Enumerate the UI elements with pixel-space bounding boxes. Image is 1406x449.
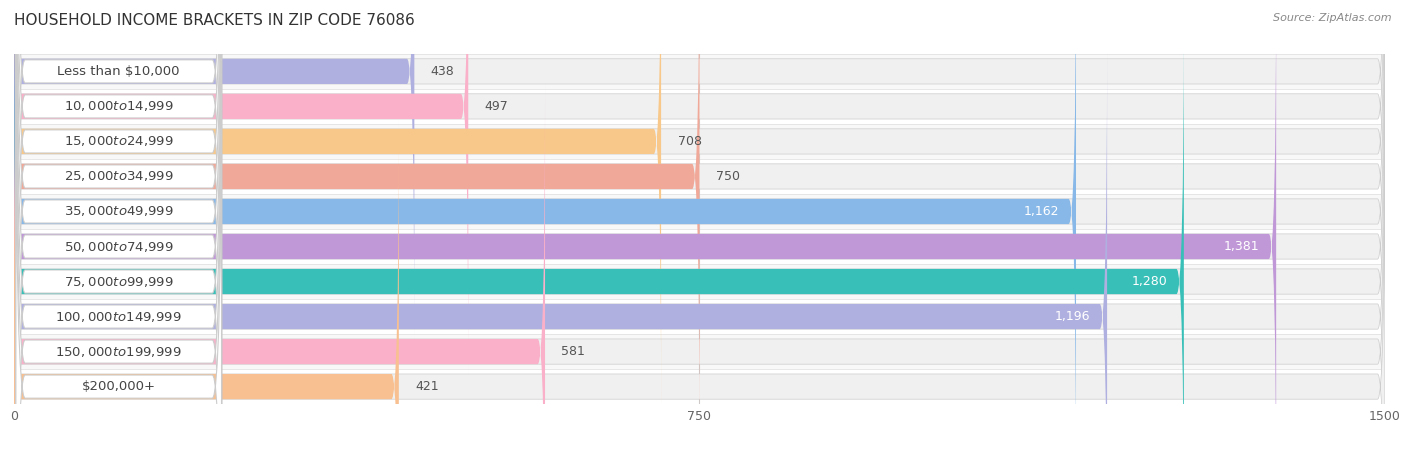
FancyBboxPatch shape (14, 0, 468, 374)
FancyBboxPatch shape (15, 0, 222, 449)
Bar (14, 369, 1385, 404)
Text: $150,000 to $199,999: $150,000 to $199,999 (55, 344, 181, 359)
FancyBboxPatch shape (14, 119, 399, 449)
Text: 1,196: 1,196 (1054, 310, 1091, 323)
Text: Source: ZipAtlas.com: Source: ZipAtlas.com (1274, 13, 1392, 23)
Bar (14, 159, 1385, 194)
Bar (14, 264, 1385, 299)
Text: $50,000 to $74,999: $50,000 to $74,999 (63, 239, 173, 254)
FancyBboxPatch shape (14, 0, 1385, 339)
Text: 750: 750 (716, 170, 740, 183)
FancyBboxPatch shape (14, 49, 1107, 449)
Text: 1,381: 1,381 (1225, 240, 1260, 253)
FancyBboxPatch shape (15, 13, 222, 449)
FancyBboxPatch shape (14, 14, 1184, 449)
FancyBboxPatch shape (14, 0, 1385, 449)
FancyBboxPatch shape (15, 0, 222, 449)
Text: $10,000 to $14,999: $10,000 to $14,999 (63, 99, 173, 114)
Text: $200,000+: $200,000+ (82, 380, 156, 393)
FancyBboxPatch shape (15, 0, 222, 449)
Text: Less than $10,000: Less than $10,000 (58, 65, 180, 78)
Text: 497: 497 (485, 100, 509, 113)
Text: 708: 708 (678, 135, 702, 148)
FancyBboxPatch shape (15, 48, 222, 449)
FancyBboxPatch shape (14, 0, 1385, 374)
FancyBboxPatch shape (14, 49, 1385, 449)
FancyBboxPatch shape (14, 0, 1385, 409)
Text: HOUSEHOLD INCOME BRACKETS IN ZIP CODE 76086: HOUSEHOLD INCOME BRACKETS IN ZIP CODE 76… (14, 13, 415, 28)
Text: 438: 438 (430, 65, 454, 78)
Text: 581: 581 (561, 345, 585, 358)
FancyBboxPatch shape (14, 0, 1385, 449)
FancyBboxPatch shape (14, 14, 1385, 449)
Text: 1,280: 1,280 (1132, 275, 1167, 288)
Text: $100,000 to $149,999: $100,000 to $149,999 (55, 309, 181, 324)
Bar (14, 124, 1385, 159)
FancyBboxPatch shape (14, 0, 1277, 449)
FancyBboxPatch shape (14, 0, 1076, 449)
FancyBboxPatch shape (14, 0, 1385, 444)
FancyBboxPatch shape (14, 0, 661, 409)
Text: 1,162: 1,162 (1024, 205, 1060, 218)
Bar (14, 229, 1385, 264)
Text: $35,000 to $49,999: $35,000 to $49,999 (63, 204, 173, 219)
FancyBboxPatch shape (15, 0, 222, 449)
FancyBboxPatch shape (14, 119, 1385, 449)
Text: $15,000 to $24,999: $15,000 to $24,999 (63, 134, 173, 149)
Bar (14, 299, 1385, 334)
Text: $25,000 to $34,999: $25,000 to $34,999 (63, 169, 173, 184)
Bar (14, 334, 1385, 369)
Bar (14, 54, 1385, 89)
Bar (14, 194, 1385, 229)
Bar (14, 89, 1385, 124)
FancyBboxPatch shape (14, 0, 415, 339)
FancyBboxPatch shape (15, 0, 222, 410)
Text: $75,000 to $99,999: $75,000 to $99,999 (63, 274, 173, 289)
FancyBboxPatch shape (15, 0, 222, 445)
FancyBboxPatch shape (15, 0, 222, 449)
FancyBboxPatch shape (14, 0, 700, 444)
FancyBboxPatch shape (14, 84, 1385, 449)
FancyBboxPatch shape (15, 0, 222, 449)
FancyBboxPatch shape (14, 84, 546, 449)
Text: 421: 421 (415, 380, 439, 393)
